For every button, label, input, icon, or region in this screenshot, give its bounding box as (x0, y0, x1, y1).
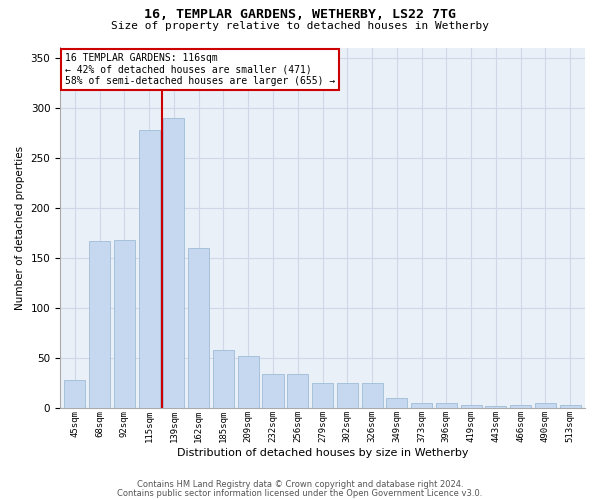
Bar (461, 406, 482, 408)
Bar (386, 398, 407, 408)
Text: Contains public sector information licensed under the Open Government Licence v3: Contains public sector information licen… (118, 489, 482, 498)
Bar (188, 248, 209, 408)
Bar (312, 383, 333, 408)
Bar (139, 130, 160, 408)
Text: Size of property relative to detached houses in Wetherby: Size of property relative to detached ho… (111, 21, 489, 31)
Bar (64, 380, 85, 408)
Bar (238, 356, 259, 408)
Bar (411, 404, 432, 408)
Bar (213, 350, 234, 408)
Bar (436, 404, 457, 408)
Bar (560, 406, 581, 408)
Bar (535, 404, 556, 408)
Bar (510, 406, 531, 408)
Bar (262, 374, 284, 408)
Bar (362, 383, 383, 408)
Bar (89, 241, 110, 408)
Text: 16, TEMPLAR GARDENS, WETHERBY, LS22 7TG: 16, TEMPLAR GARDENS, WETHERBY, LS22 7TG (144, 8, 456, 20)
Bar (163, 118, 184, 408)
Bar (485, 406, 506, 408)
X-axis label: Distribution of detached houses by size in Wetherby: Distribution of detached houses by size … (177, 448, 468, 458)
Text: Contains HM Land Registry data © Crown copyright and database right 2024.: Contains HM Land Registry data © Crown c… (137, 480, 463, 489)
Text: 16 TEMPLAR GARDENS: 116sqm
← 42% of detached houses are smaller (471)
58% of sem: 16 TEMPLAR GARDENS: 116sqm ← 42% of deta… (65, 53, 335, 86)
Bar (114, 240, 135, 408)
Bar (287, 374, 308, 408)
Y-axis label: Number of detached properties: Number of detached properties (15, 146, 25, 310)
Bar (337, 383, 358, 408)
